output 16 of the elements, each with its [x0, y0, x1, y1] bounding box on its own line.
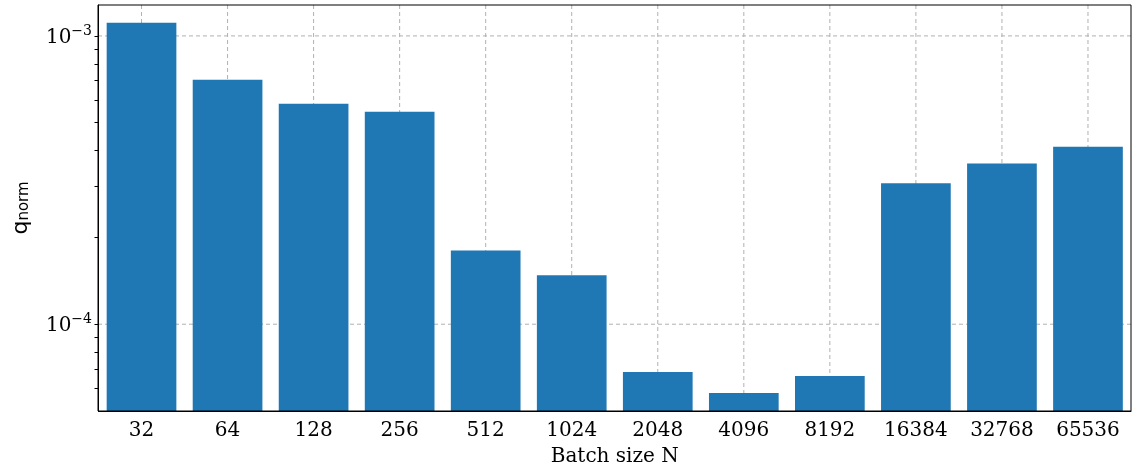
x-axis-title: Batch size N [550, 443, 679, 467]
x-tick-label: 32 [128, 417, 155, 441]
x-tick-label: 8192 [804, 417, 856, 441]
x-tick-label: 16384 [884, 417, 948, 441]
x-tick-label: 64 [214, 417, 241, 441]
x-tick-label: 1024 [546, 417, 598, 441]
y-tick-label: 10$^{−3}$ [45, 22, 92, 49]
y-axis-title: qnorm [6, 181, 32, 235]
x-tick-label: 256 [380, 417, 419, 441]
x-tick-label: 128 [294, 417, 333, 441]
y-tick-label: 10$^{−4}$ [45, 310, 92, 338]
x-tick-label: 2048 [632, 417, 684, 441]
x-tick-label: 65536 [1056, 417, 1120, 441]
x-tick-label: 4096 [718, 417, 770, 441]
x-tick-label: 512 [466, 417, 505, 441]
x-tick-label: 32768 [970, 417, 1034, 441]
